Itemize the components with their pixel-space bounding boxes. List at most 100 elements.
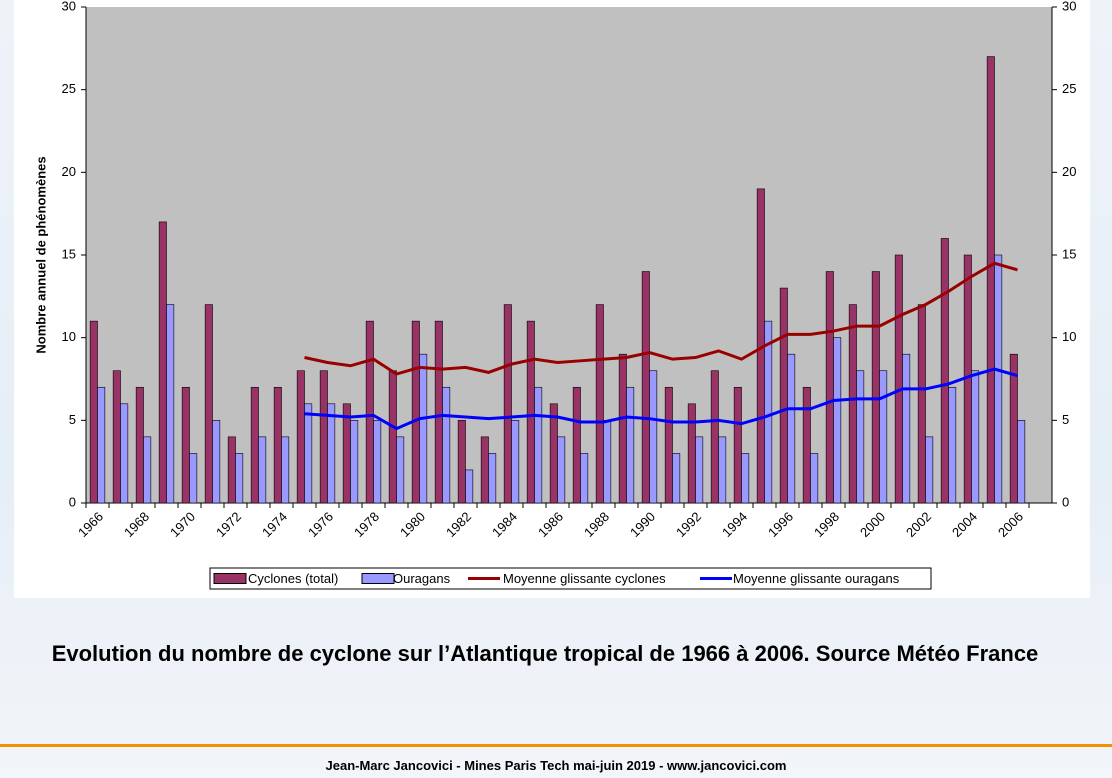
bar [503, 304, 512, 504]
caption: Evolution du nombre de cyclone sur l’Atl… [51, 641, 1039, 666]
bar [603, 420, 612, 504]
bar [204, 304, 213, 504]
bar [304, 403, 313, 504]
bar [810, 453, 819, 504]
legend-label: Moyenne glissante cyclones [503, 571, 666, 586]
y-axis-title: Nombre annuel de phénomènes [33, 156, 48, 353]
bar [327, 403, 336, 504]
bar [457, 420, 466, 504]
chart: Nombre annuel de phénomènes 0 5 10 15 20 25 30… [33, 0, 1077, 590]
bar [833, 337, 842, 504]
bar [641, 271, 650, 504]
bar [986, 56, 995, 504]
bar [135, 386, 144, 504]
y-tick-label: 5 [69, 412, 76, 427]
bar [626, 386, 635, 504]
y2-tick-label: 10 [1062, 329, 1076, 344]
y2-tick-label: 0 [1062, 494, 1069, 509]
bar [710, 370, 719, 504]
bar [388, 370, 397, 504]
bar [411, 320, 420, 504]
bar [181, 386, 190, 504]
separator [0, 744, 1112, 747]
bar [342, 403, 351, 504]
line [304, 261, 1018, 376]
bar [212, 420, 221, 504]
bar [89, 320, 98, 504]
bar [273, 386, 282, 504]
bar [526, 320, 535, 504]
legend-label: Ouragans [393, 571, 451, 586]
bar [488, 453, 497, 504]
bar [733, 386, 742, 504]
bar [618, 353, 627, 504]
bar [97, 386, 106, 504]
bar [580, 453, 589, 504]
bar [802, 386, 811, 504]
bar [120, 403, 129, 504]
bar [189, 453, 198, 504]
bar [856, 370, 865, 504]
bar [572, 386, 581, 504]
bar [879, 370, 888, 504]
bar [764, 320, 773, 504]
bar [434, 320, 443, 504]
bar [227, 436, 236, 504]
y2-tick-label: 30 [1062, 0, 1076, 13]
bar [695, 436, 704, 504]
bar [419, 353, 428, 504]
y2-tick-label: 5 [1062, 412, 1069, 427]
y-tick-label: 25 [62, 81, 76, 96]
bar [948, 386, 957, 504]
y2-tick-label: 25 [1062, 81, 1076, 96]
bar [557, 436, 566, 504]
bar [442, 386, 451, 504]
bar [971, 370, 980, 504]
y2-tick-label: 15 [1062, 246, 1076, 261]
bar [994, 254, 1003, 504]
bar [1017, 420, 1026, 504]
bar [350, 420, 359, 504]
bar [549, 403, 558, 504]
bar [825, 271, 834, 504]
bar [296, 370, 305, 504]
legend-label: Moyenne glissante ouragans [733, 571, 900, 586]
bar [365, 320, 374, 504]
bar [664, 386, 673, 504]
bar [687, 403, 696, 504]
bar [396, 436, 405, 504]
bar [902, 353, 911, 504]
bar [534, 386, 543, 504]
legend-swatch [361, 573, 395, 584]
bar [166, 304, 175, 504]
bar [319, 370, 328, 504]
bar [112, 370, 121, 504]
bar [281, 436, 290, 504]
footer: Jean-Marc Jancovici - Mines Paris Tech m… [325, 758, 787, 773]
bar [741, 453, 750, 504]
bar [672, 453, 681, 504]
legend-label: Cyclones (total) [248, 571, 338, 586]
bar [373, 420, 382, 504]
y-tick-label: 15 [62, 246, 76, 261]
bar [649, 370, 658, 504]
bar [940, 238, 949, 504]
bar [917, 304, 926, 504]
bar [787, 353, 796, 504]
bar [871, 271, 880, 504]
bar [779, 287, 788, 504]
line [304, 367, 1018, 431]
bar [258, 436, 267, 504]
legend-swatch [213, 573, 247, 584]
bar [848, 304, 857, 504]
bar [250, 386, 259, 504]
bar [925, 436, 934, 504]
y-tick-label: 20 [62, 164, 76, 179]
y-tick-label: 0 [69, 494, 76, 509]
bar [894, 254, 903, 504]
bar [158, 221, 167, 504]
bar [480, 436, 489, 504]
bar [595, 304, 604, 504]
y-tick-label: 30 [62, 0, 76, 13]
y-tick-label: 10 [62, 329, 76, 344]
